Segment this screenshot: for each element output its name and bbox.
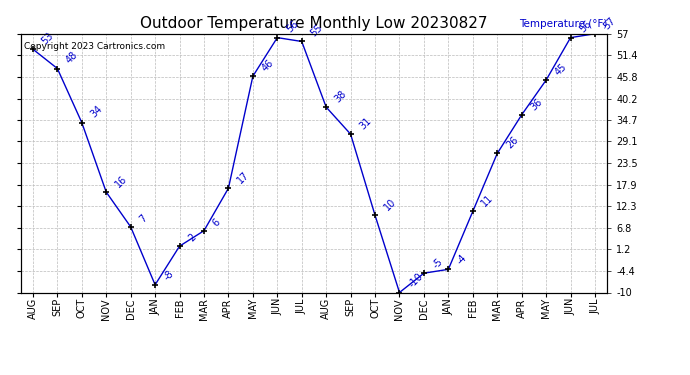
Text: 34: 34 — [89, 104, 104, 120]
Text: 45: 45 — [553, 62, 569, 77]
Text: Copyright 2023 Cartronics.com: Copyright 2023 Cartronics.com — [23, 42, 165, 51]
Text: 55: 55 — [308, 23, 324, 39]
Text: 17: 17 — [235, 170, 251, 186]
Text: 56: 56 — [578, 19, 593, 35]
Text: 2: 2 — [186, 232, 198, 243]
Text: 11: 11 — [480, 193, 495, 208]
Text: 46: 46 — [260, 58, 275, 74]
Text: 56: 56 — [284, 19, 300, 35]
Text: -5: -5 — [431, 256, 445, 270]
Title: Outdoor Temperature Monthly Low 20230827: Outdoor Temperature Monthly Low 20230827 — [140, 16, 488, 31]
Text: 7: 7 — [137, 213, 149, 224]
Text: 36: 36 — [529, 96, 544, 112]
Text: -8: -8 — [162, 268, 176, 282]
Text: 10: 10 — [382, 197, 397, 213]
Text: 48: 48 — [64, 50, 80, 66]
Text: 16: 16 — [113, 174, 129, 189]
Text: -4: -4 — [455, 253, 469, 267]
Text: 57: 57 — [602, 15, 618, 31]
Text: Temperature (°F): Temperature (°F) — [519, 19, 607, 28]
Text: 53: 53 — [40, 31, 56, 46]
Text: 31: 31 — [357, 116, 373, 131]
Text: 6: 6 — [211, 216, 222, 228]
Text: 26: 26 — [504, 135, 520, 151]
Text: -10: -10 — [406, 272, 424, 290]
Text: 38: 38 — [333, 88, 349, 104]
